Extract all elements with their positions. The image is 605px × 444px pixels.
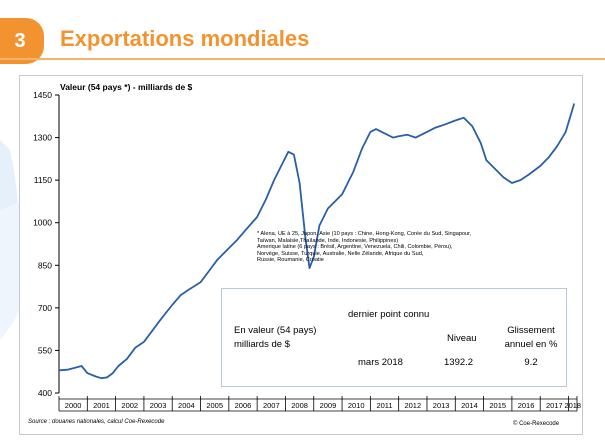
footnote-line: Russie, Roumanie, Croatie — [257, 257, 324, 264]
infobox-heading: dernier point connu — [348, 309, 430, 320]
country-footnote: * Alena, UE à 25, Japon, Asie (10 pays :… — [257, 231, 557, 264]
column-header-glissement-line1: Glissement — [507, 325, 555, 336]
x-tick-label: 2003 — [150, 401, 167, 410]
y-tick-label: 400 — [38, 388, 52, 398]
section-number: 3 — [14, 29, 26, 52]
infobox-label-line2: milliards de $ — [234, 339, 290, 350]
y-tick-label: 700 — [38, 303, 52, 313]
footnote-line: * Alena, UE à 25, Japon, Asie (10 pays :… — [257, 231, 472, 237]
x-tick-label: 2016 — [518, 401, 535, 410]
y-tick-label: 550 — [38, 345, 52, 355]
y-tick-label: 1450 — [33, 90, 52, 100]
x-tick-label: 2004 — [178, 401, 195, 410]
x-tick-label: 2014 — [461, 401, 478, 410]
x-tick-label: 2012 — [404, 401, 421, 410]
last-point-niveau: 1392.2 — [444, 357, 474, 368]
series-line — [58, 103, 576, 380]
column-header-glissement-line2: annuel en % — [504, 339, 558, 350]
y-tick-label: 1300 — [33, 133, 52, 143]
x-tick-label: 2010 — [348, 401, 365, 410]
column-header-niveau: Niveau — [447, 333, 477, 344]
x-tick-label: 2009 — [320, 401, 337, 410]
section-number-badge: 3 — [0, 18, 44, 64]
x-tick-label: 2015 — [489, 401, 506, 410]
x-tick-label: 2000 — [65, 401, 82, 410]
footnote-line: Taïwan, Malaisie,Thaïlande, Inde, Indone… — [257, 237, 399, 244]
y-axis-label: Valeur (54 pays *) - milliards de $ — [60, 82, 193, 92]
x-tick-label: 2006 — [235, 401, 252, 410]
footnote-line: Norvège, Suisse, Turquie, Australie, Nel… — [257, 250, 424, 257]
infobox-label-line1: En valeur (54 pays) — [234, 325, 317, 336]
x-tick-label: 2008 — [291, 401, 308, 410]
y-tick-label: 850 — [38, 260, 52, 270]
y-tick-label: 1150 — [34, 175, 53, 185]
page-title: Exportations mondiales — [60, 26, 310, 51]
y-tick-label: 1000 — [33, 218, 52, 228]
x-tick-label: 2005 — [206, 401, 223, 410]
copyright: © Coe-Rexecode — [513, 421, 560, 427]
last-point-glissement: 9.2 — [524, 357, 538, 368]
x-tick-label: 2017 — [546, 401, 563, 410]
x-tick-label: 2013 — [433, 401, 450, 410]
line-chart: 400 550 700 850 1000 1150 1300 1450 2000 2001 2002… — [33, 90, 581, 412]
x-tick-label: 2018 — [564, 401, 581, 410]
last-data-point-box: dernier point connu En valeur (54 pays) … — [221, 288, 567, 387]
x-tick-label: 2007 — [263, 401, 280, 410]
x-tick-label: 2002 — [121, 401, 138, 410]
footnote-line: Amerique latine (6 pays : Brésil, Argent… — [257, 244, 453, 251]
source-note: Source : douanes nationales, calcul Coe-… — [28, 419, 165, 425]
x-tick-label: 2001 — [93, 401, 110, 410]
title-underline — [0, 58, 605, 60]
last-point-date: mars 2018 — [358, 357, 403, 368]
x-tick-label: 2011 — [376, 401, 392, 410]
